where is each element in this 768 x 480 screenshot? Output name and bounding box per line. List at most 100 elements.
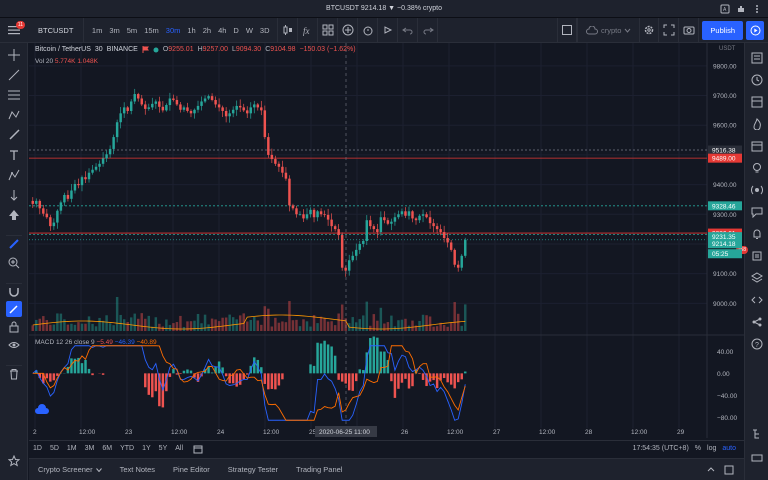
- icons-tool[interactable]: [6, 207, 22, 223]
- publish-button[interactable]: Publish: [702, 20, 743, 40]
- replay-button[interactable]: [378, 17, 399, 43]
- symbol-search[interactable]: BTCUSDT: [28, 17, 85, 43]
- interval-3D[interactable]: 3D: [259, 25, 270, 35]
- range-1Y[interactable]: 1Y: [142, 445, 151, 452]
- tab-crypto-screener[interactable]: Crypto Screener: [29, 465, 111, 474]
- auto-toggle[interactable]: auto: [722, 445, 736, 452]
- interval-3m[interactable]: 3m: [109, 25, 120, 35]
- favorites-tool[interactable]: [6, 453, 22, 469]
- data-window-button[interactable]: [750, 95, 764, 109]
- stay-drawing-tool[interactable]: [6, 301, 22, 317]
- tab-strategy-tester[interactable]: Strategy Tester: [227, 465, 279, 474]
- fullscreen-button[interactable]: [659, 17, 680, 43]
- volume-bar: [119, 314, 122, 331]
- interval-D[interactable]: D: [233, 25, 239, 35]
- interval-1h[interactable]: 1h: [187, 25, 196, 35]
- list-icon: [751, 52, 763, 64]
- bottom-panel-tabs: Crypto Screener Text Notes Pine Editor S…: [29, 458, 744, 480]
- object-tree-button[interactable]: [750, 427, 764, 441]
- percent-toggle[interactable]: %: [694, 445, 702, 452]
- brush-tool[interactable]: [6, 127, 22, 143]
- magnet-tool[interactable]: [6, 283, 22, 299]
- interval-15m[interactable]: 15m: [144, 25, 159, 35]
- notifications-button[interactable]: [750, 227, 764, 241]
- range-All[interactable]: All: [175, 445, 184, 452]
- range-5D[interactable]: 5D: [49, 445, 59, 452]
- macd-histogram-bar: [172, 369, 175, 374]
- ruler-tool[interactable]: [6, 235, 22, 251]
- ideas-button[interactable]: [750, 161, 764, 175]
- layout-selector[interactable]: crypto: [576, 17, 639, 43]
- snapshot-button[interactable]: [679, 17, 700, 43]
- interval-5m[interactable]: 5m: [126, 25, 138, 35]
- log-toggle[interactable]: log: [707, 445, 717, 452]
- interval-1m[interactable]: 1m: [91, 25, 103, 35]
- square-icon: [561, 25, 572, 35]
- remove-tool[interactable]: [6, 365, 22, 381]
- tab-pine-editor[interactable]: Pine Editor: [173, 465, 210, 474]
- translate-icon[interactable]: A: [720, 4, 730, 14]
- range-1D[interactable]: 1D: [33, 445, 42, 452]
- extensions-icon[interactable]: [736, 4, 746, 14]
- cloud-icon[interactable]: [35, 404, 49, 414]
- volume-bar: [87, 316, 91, 331]
- shortcuts-button[interactable]: [750, 451, 764, 465]
- streams-button[interactable]: [750, 183, 764, 197]
- range-3M[interactable]: 3M: [84, 445, 95, 452]
- chat-button[interactable]: [750, 205, 764, 219]
- hide-tool[interactable]: [6, 337, 22, 353]
- indicators-button[interactable]: fx: [298, 17, 319, 43]
- settings-button[interactable]: [639, 17, 660, 43]
- alerts-panel-button[interactable]: [750, 73, 764, 87]
- range-6M[interactable]: 6M: [102, 445, 113, 452]
- range-YTD[interactable]: YTD: [120, 445, 135, 452]
- layout-button[interactable]: [556, 17, 577, 43]
- maximize-icon[interactable]: [724, 465, 734, 475]
- chart-type-button[interactable]: [278, 17, 299, 43]
- templates-button[interactable]: [318, 17, 339, 43]
- range-5Y[interactable]: 5Y: [158, 445, 168, 452]
- pine-button[interactable]: [750, 293, 764, 307]
- more-icon[interactable]: [752, 4, 762, 14]
- zoom-in-icon: [8, 257, 20, 269]
- interval-4h[interactable]: 4h: [218, 25, 227, 35]
- help-button[interactable]: ?: [750, 337, 764, 351]
- projection-tool[interactable]: [6, 167, 22, 183]
- main-menu-button[interactable]: 11: [0, 18, 28, 43]
- candle: [362, 240, 365, 244]
- interval-W[interactable]: W: [245, 25, 253, 35]
- zoom-tool[interactable]: [6, 255, 22, 271]
- watchlist-button[interactable]: [750, 51, 764, 65]
- orders-button[interactable]: [750, 249, 764, 263]
- interval-30m[interactable]: 30m: [165, 25, 181, 35]
- text-tool[interactable]: [6, 147, 22, 163]
- flag-icon[interactable]: [142, 46, 149, 53]
- time-tick-label: 12:00: [447, 429, 464, 436]
- redo-button[interactable]: [418, 17, 439, 43]
- collapse-icon[interactable]: [706, 465, 716, 475]
- undo-button[interactable]: [398, 17, 419, 43]
- alert-button[interactable]: [358, 17, 379, 43]
- quick-play-button[interactable]: [746, 20, 764, 40]
- price-chart[interactable]: 9800.009700.009600.009500.009400.009300.…: [29, 43, 744, 438]
- fib-tool[interactable]: [6, 87, 22, 103]
- candle: [115, 122, 119, 138]
- tab-text-notes[interactable]: Text Notes: [119, 465, 156, 474]
- clock[interactable]: 17:54:35 (UTC+8): [632, 445, 689, 452]
- pattern-tool[interactable]: [6, 107, 22, 123]
- interval-2h[interactable]: 2h: [202, 25, 212, 35]
- bulb-icon: [753, 163, 761, 173]
- hotlist-button[interactable]: [750, 117, 764, 131]
- candle: [122, 107, 126, 114]
- range-1M[interactable]: 1M: [66, 445, 77, 452]
- measure-tool[interactable]: [6, 187, 22, 203]
- compare-button[interactable]: [338, 17, 359, 43]
- tab-trading-panel[interactable]: Trading Panel: [296, 465, 343, 474]
- calendar-button[interactable]: [750, 139, 764, 153]
- lock-tool[interactable]: [6, 319, 22, 335]
- crosshair-tool[interactable]: [6, 47, 22, 63]
- goto-date-icon[interactable]: [193, 444, 203, 454]
- dom-button[interactable]: [750, 271, 764, 285]
- trendline-tool[interactable]: [6, 67, 22, 83]
- broker-button[interactable]: [750, 315, 764, 329]
